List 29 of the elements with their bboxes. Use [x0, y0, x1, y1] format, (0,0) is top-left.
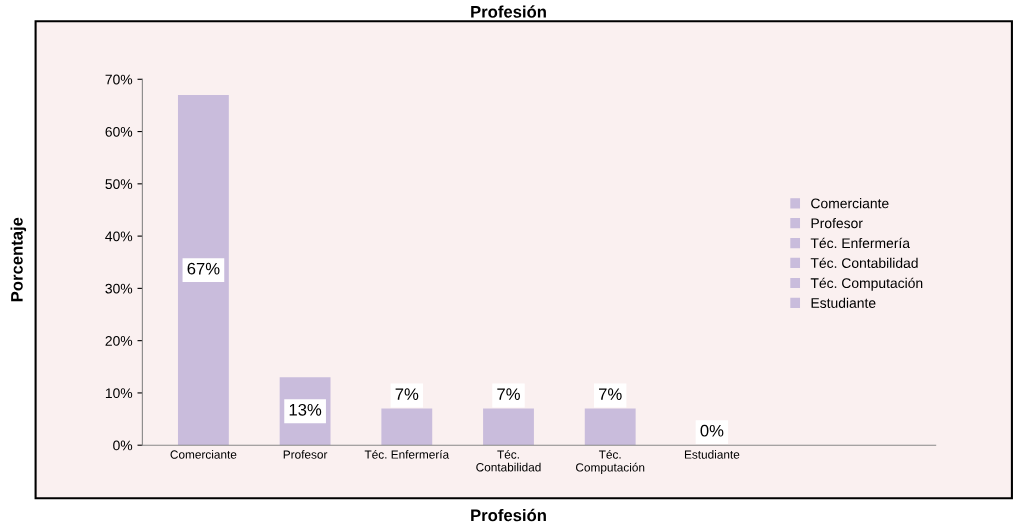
data-label: 0%	[700, 424, 724, 437]
x-tick-label: Téc. Computación	[576, 449, 645, 474]
x-axis-title: Profesión	[471, 508, 546, 522]
x-tick-label: Téc. Enfermería	[364, 449, 450, 459]
legend-label: Téc. Computación	[810, 277, 923, 291]
y-tick-label: 60%	[105, 126, 133, 137]
y-tick-label: 40%	[105, 231, 133, 242]
y-axis-title: Porcentaje	[10, 217, 27, 302]
data-label: 67%	[187, 262, 220, 275]
x-tick-label: Estudiante	[684, 450, 740, 459]
y-tick-label: 50%	[105, 179, 133, 189]
legend-label: Téc. Contabilidad	[810, 257, 918, 268]
legend-label: Téc. Enfermería	[810, 237, 911, 249]
legend-label: Comerciante	[811, 198, 889, 209]
x-tick-label: Profesor	[283, 450, 328, 459]
x-tick-label: Téc. Contabilidad	[476, 449, 541, 472]
legend-label: Estudiante	[811, 297, 876, 308]
y-tick-label: 30%	[105, 283, 133, 294]
x-tick-label: Comerciante	[170, 450, 237, 459]
legend-label: Profesor	[811, 218, 863, 229]
y-tick-label: 20%	[105, 335, 133, 346]
y-tick-label: 10%	[105, 388, 133, 399]
data-label: 13%	[289, 403, 322, 416]
y-tick-label: 70%	[105, 74, 133, 85]
data-label: 7%	[599, 388, 622, 400]
data-label: 7%	[395, 388, 419, 400]
data-label: 7%	[497, 388, 520, 400]
y-tick-label: 0%	[113, 440, 133, 451]
chart-title: Profesión	[471, 5, 546, 18]
